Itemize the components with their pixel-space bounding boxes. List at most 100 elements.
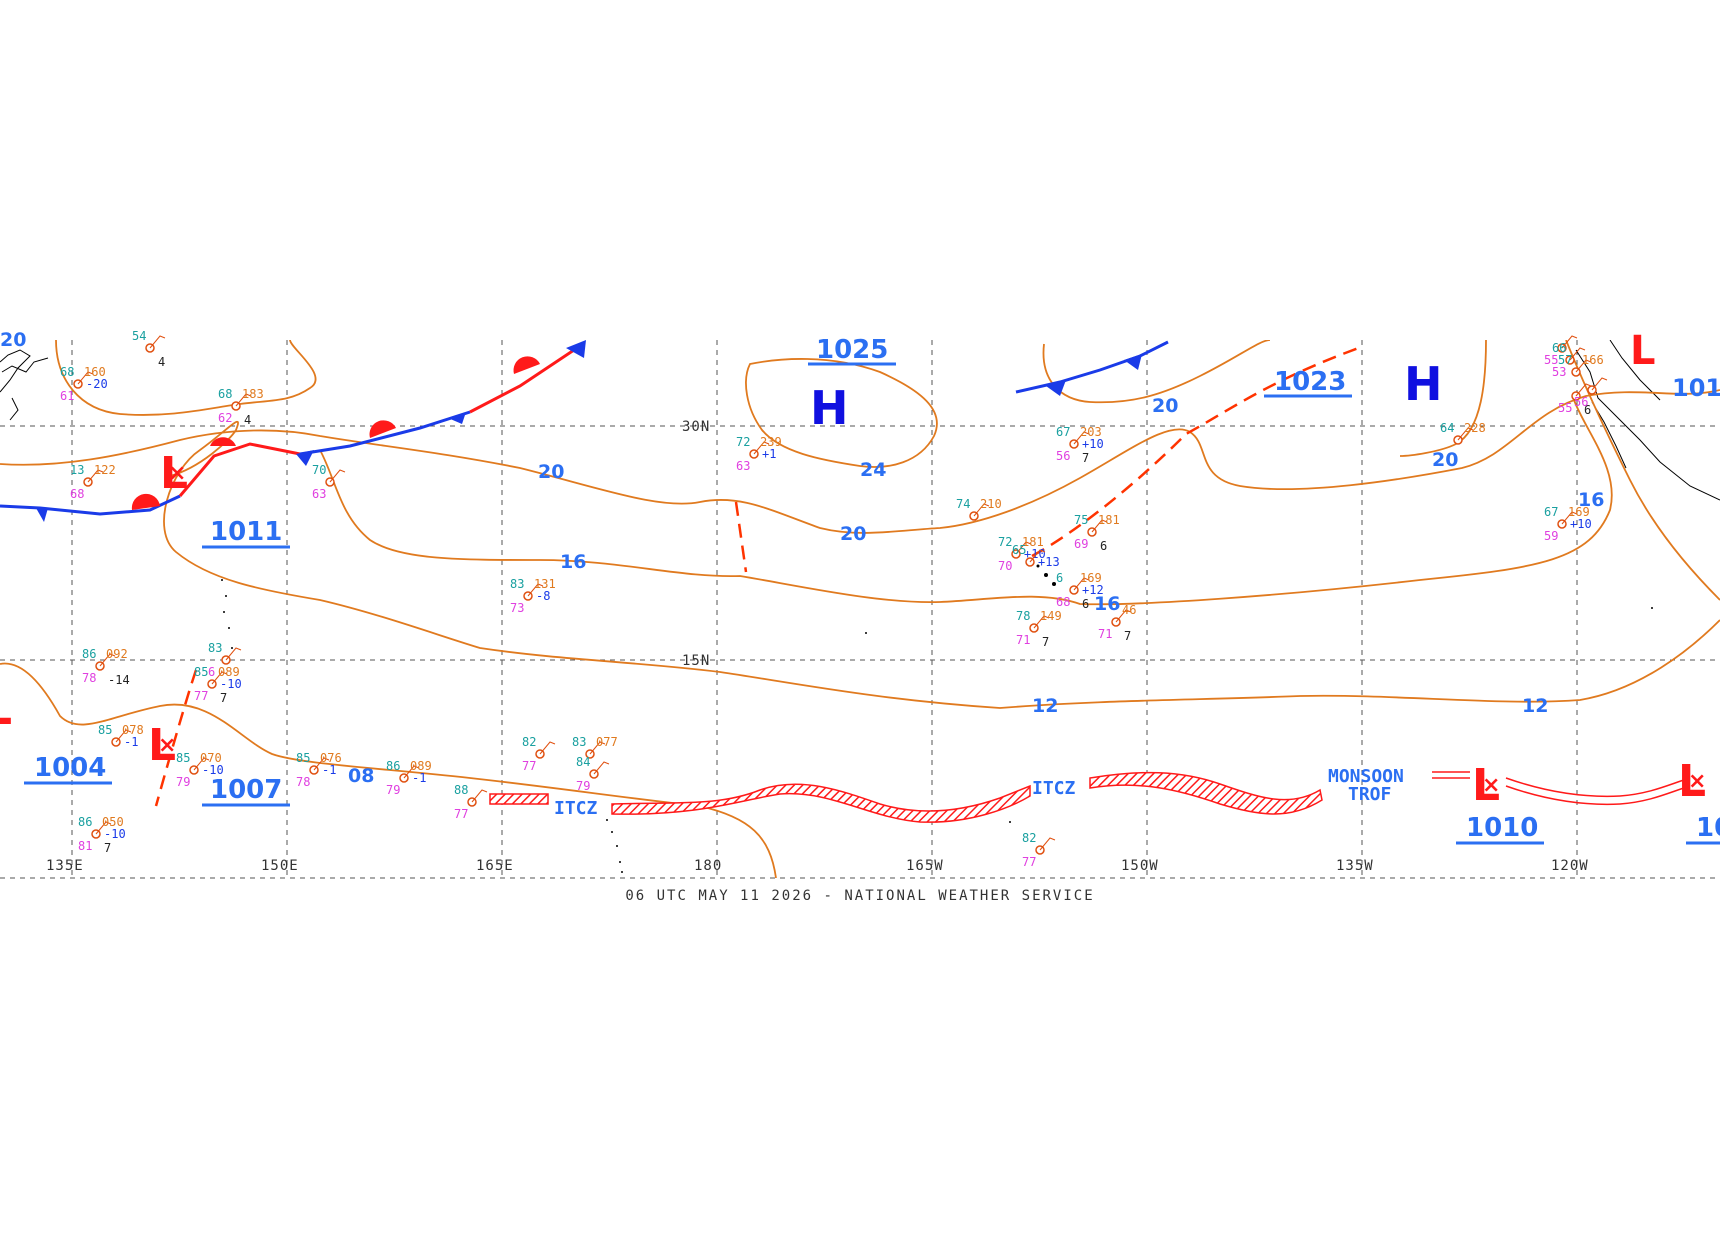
station-dewpoint: 59 bbox=[1544, 529, 1558, 543]
wind-barb bbox=[77, 371, 94, 385]
station-pressure: 210 bbox=[980, 497, 1002, 511]
station-dewpoint: 56 bbox=[1574, 395, 1588, 409]
station-pressure: 131 bbox=[534, 577, 556, 591]
wind-barb bbox=[539, 741, 556, 755]
lon-label-165w: 165W bbox=[906, 858, 944, 874]
pressure-value-1004: 1004 bbox=[34, 753, 106, 783]
station-dewpoint: 77 bbox=[1022, 855, 1036, 869]
station-temperature: 72 bbox=[998, 535, 1012, 549]
low-center-x-icon: × bbox=[158, 733, 176, 758]
station-pressure: 203 bbox=[1080, 425, 1102, 439]
isobar-label: 20 bbox=[1432, 449, 1458, 471]
station-dewpoint: 55 bbox=[1544, 353, 1558, 367]
station-pressure-tendency: -1 bbox=[124, 735, 138, 749]
low-pressure-symbol: L bbox=[1472, 760, 1500, 811]
wind-barb bbox=[1569, 347, 1586, 361]
station-pressure-tendency: -10 bbox=[202, 763, 224, 777]
island-dots bbox=[221, 558, 1653, 873]
wind-barb bbox=[95, 821, 112, 835]
wind-barb bbox=[403, 765, 420, 779]
station-temperature: 83 bbox=[510, 577, 524, 591]
station-temperature: 13 bbox=[70, 463, 84, 477]
station-dewpoint: 62 bbox=[218, 411, 232, 425]
low-pressure-symbol: L bbox=[148, 720, 176, 771]
wind-barb bbox=[527, 583, 544, 597]
station-pressure-tendency: -8 bbox=[536, 589, 550, 603]
monsoon-trough-label: TROF bbox=[1348, 784, 1391, 805]
pressure-value-1010-top: 1010 bbox=[1672, 374, 1720, 402]
station-weather: 7 bbox=[1042, 635, 1049, 649]
pressure-value-1011: 1011 bbox=[210, 517, 282, 547]
station-dewpoint: 77 bbox=[454, 807, 468, 821]
low-center-x-icon: × bbox=[1482, 773, 1500, 798]
wind-barb bbox=[1561, 511, 1578, 525]
wind-barb bbox=[329, 469, 346, 483]
station-pressure: 181 bbox=[1098, 513, 1120, 527]
high-pressure-symbol: H bbox=[1404, 357, 1443, 411]
isobar-label: 24 bbox=[860, 459, 886, 481]
wind-barb bbox=[1115, 609, 1132, 623]
station-weather: 6 bbox=[1584, 403, 1591, 417]
wind-barb bbox=[1575, 383, 1592, 397]
station-dewpoint: 63 bbox=[312, 487, 326, 501]
wind-barb bbox=[99, 653, 116, 667]
low-pressure-symbol: L bbox=[1678, 756, 1706, 807]
station-dewpoint: 78 bbox=[82, 671, 96, 685]
isobar-label: 20 bbox=[840, 523, 866, 545]
station-dewpoint: 71 bbox=[1016, 633, 1030, 647]
itcz-label: ITCZ bbox=[554, 798, 598, 819]
station-pressure-tendency: +1 bbox=[762, 447, 776, 461]
station-temperature: 67 bbox=[1056, 425, 1070, 439]
station-temperature: 83 bbox=[572, 735, 586, 749]
wind-barb bbox=[313, 757, 330, 771]
wind-barb bbox=[225, 647, 242, 661]
low-center-x-icon: × bbox=[1688, 769, 1706, 794]
station-temperature: 75 bbox=[1074, 513, 1088, 527]
station-temperature: 70 bbox=[312, 463, 326, 477]
station-dewpoint: 81 bbox=[78, 839, 92, 853]
station-temperature: 82 bbox=[1022, 831, 1036, 845]
station-pressure-tendency: -10 bbox=[104, 827, 126, 841]
station-pressure-tendency: -1 bbox=[322, 763, 336, 777]
station-weather: 7 bbox=[104, 841, 111, 855]
station-pressure: 076 bbox=[320, 751, 342, 765]
itcz-band bbox=[489, 771, 1323, 823]
station-temperature: 64 bbox=[1440, 421, 1454, 435]
station-dewpoint: 77 bbox=[522, 759, 536, 773]
wind-barb bbox=[1033, 615, 1050, 629]
station-weather: 7 bbox=[1082, 451, 1089, 465]
station-pressure: 166 bbox=[1582, 353, 1604, 367]
station-pressure-tendency: +12 bbox=[1082, 583, 1104, 597]
station-weather: 7 bbox=[220, 691, 227, 705]
isobar-label: 20 bbox=[1152, 395, 1178, 417]
station-temperature: 85 bbox=[194, 665, 208, 679]
wind-barb bbox=[1575, 359, 1592, 373]
station-pressure: 050 bbox=[102, 815, 124, 829]
wind-barb bbox=[193, 757, 210, 771]
station-pressure: 160 bbox=[84, 365, 106, 379]
station-pressure: 077 bbox=[596, 735, 618, 749]
isobar-label: 12 bbox=[1522, 695, 1548, 717]
station-pressure-tendency: -10 bbox=[220, 677, 242, 691]
station-dewpoint: 68 bbox=[1056, 595, 1070, 609]
station-pressure: 089 bbox=[218, 665, 240, 679]
lon-label-150e: 150E bbox=[261, 858, 299, 874]
station-temperature: 65 bbox=[1012, 543, 1026, 557]
station-dewpoint: 56 bbox=[1056, 449, 1070, 463]
station-temperature: 83 bbox=[208, 641, 222, 655]
station-temperature: 6 bbox=[1056, 571, 1063, 585]
station-weather: 4 bbox=[158, 355, 165, 369]
pressure-value-1025: 1025 bbox=[816, 335, 888, 365]
station-temperature: 72 bbox=[736, 435, 750, 449]
station-dewpoint: 71 bbox=[1098, 627, 1112, 641]
trough-lines bbox=[154, 344, 1365, 807]
station-temperature: 67 bbox=[1544, 505, 1558, 519]
station-weather: 6 bbox=[1100, 539, 1107, 553]
lat-lon-grid bbox=[0, 340, 1720, 878]
station-pressure: 149 bbox=[1040, 609, 1062, 623]
pressure-value-edge: 10 bbox=[1696, 813, 1720, 843]
station-pressure: 169 bbox=[1080, 571, 1102, 585]
wind-barb bbox=[1039, 837, 1056, 851]
